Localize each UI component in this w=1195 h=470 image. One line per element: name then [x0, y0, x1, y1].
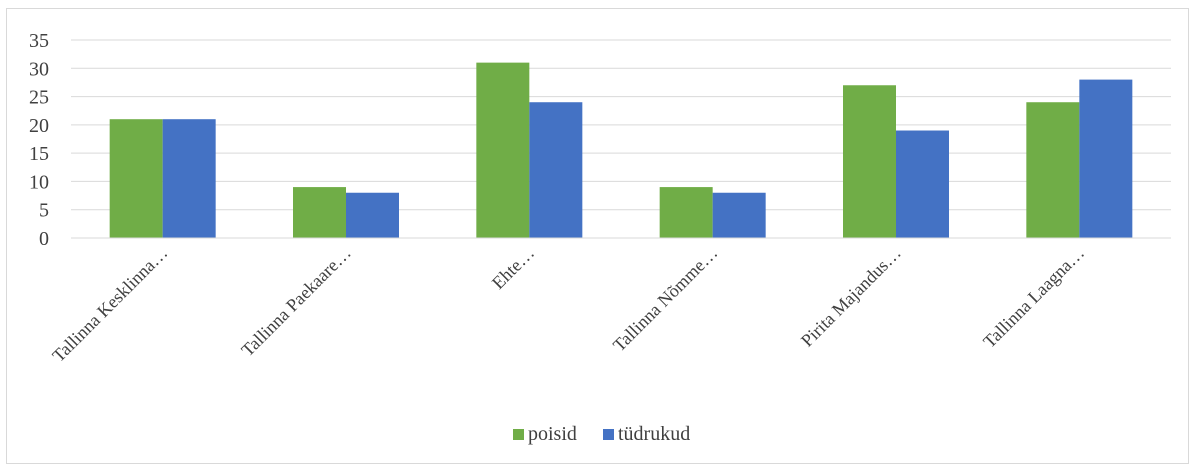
x-category-label: Tallinna Paekaare… — [237, 243, 355, 361]
x-axis-category-labels: Tallinna Kesklinna… Tallinna Paekaare… Eht… — [48, 243, 1088, 366]
y-axis-ticks: 0 5 10 15 20 25 30 35 — [29, 30, 49, 250]
x-category-label: Pirita Majandus… — [797, 243, 905, 351]
bar-poisid — [843, 85, 896, 238]
bars — [109, 62, 1133, 238]
legend-swatch-poisid — [513, 429, 524, 440]
bar-poisid — [1026, 102, 1080, 238]
x-category-label: Tallinna Laagna… — [979, 243, 1088, 352]
bar-tüdrukud — [346, 192, 399, 238]
y-tick-label: 0 — [39, 228, 49, 250]
bar-tüdrukud — [162, 119, 216, 238]
y-tick-label: 5 — [39, 200, 49, 222]
y-tick-label: 35 — [29, 30, 49, 52]
bar-poisid — [659, 187, 713, 238]
bar-tüdrukud — [896, 130, 949, 238]
x-category-label: Tallinna Kesklinna… — [48, 243, 171, 366]
bar-tüdrukud — [712, 192, 766, 238]
x-category-label: Ehte… — [488, 243, 538, 293]
legend-label-tüdrukud: tüdrukud — [618, 423, 690, 445]
legend-swatch-tüdrukud — [603, 429, 614, 440]
legend: poisid tüdrukud — [513, 423, 690, 445]
legend-label-poisid: poisid — [528, 423, 577, 445]
y-tick-label: 20 — [29, 115, 49, 137]
y-tick-label: 15 — [29, 143, 49, 165]
bar-tüdrukud — [1079, 79, 1133, 238]
bar-tüdrukud — [529, 102, 583, 238]
bar-poisid — [109, 119, 163, 238]
bar-poisid — [293, 187, 346, 238]
y-tick-label: 25 — [29, 87, 49, 109]
bar-poisid — [476, 62, 530, 238]
y-tick-label: 10 — [29, 171, 49, 193]
gridlines — [71, 39, 1171, 211]
y-tick-label: 30 — [29, 58, 49, 80]
x-category-label: Tallinna Nõmme… — [609, 243, 722, 356]
